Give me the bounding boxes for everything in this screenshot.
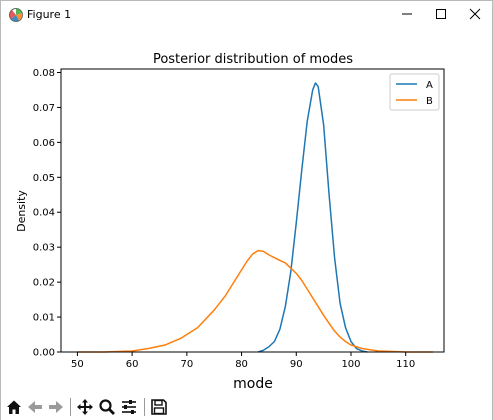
- x-tick-label: 110: [396, 359, 415, 370]
- save-icon: [151, 399, 167, 415]
- legend-box: [389, 73, 440, 111]
- minimize-icon: [402, 13, 412, 15]
- home-icon: [7, 400, 21, 414]
- x-tick-label: 80: [235, 359, 248, 370]
- pan-icon: [77, 399, 93, 415]
- y-tick-label: 0.02: [33, 278, 55, 289]
- legend-label-a: A: [426, 80, 433, 91]
- toolbar-separator: [144, 398, 145, 416]
- close-button[interactable]: [458, 1, 492, 27]
- toolbar-separator: [70, 398, 71, 416]
- pan-button[interactable]: [75, 397, 95, 417]
- maximize-button[interactable]: [424, 1, 458, 27]
- y-tick-label: 0.07: [33, 103, 55, 114]
- y-tick-label: 0.01: [33, 313, 55, 324]
- y-tick-label: 0.04: [33, 208, 55, 219]
- title-bar[interactable]: Figure 1: [1, 1, 492, 31]
- save-button[interactable]: [149, 397, 169, 417]
- chart-title: Posterior distribution of modes: [153, 52, 353, 67]
- configure-subplots-icon: [122, 400, 136, 414]
- plot-frame: [60, 68, 445, 353]
- legend-label-b: B: [426, 96, 433, 107]
- y-axis: 0.00 0.01 0.02 0.03 0.04 0.05 0.06 0.07 0.08: [33, 68, 61, 359]
- y-axis-label: Density: [15, 190, 28, 232]
- series-line-a: [257, 82, 368, 353]
- x-axis-label: mode: [233, 376, 273, 392]
- y-tick-label: 0.03: [33, 243, 55, 254]
- forward-arrow-icon: [49, 401, 63, 413]
- x-tick-label: 100: [341, 359, 360, 370]
- x-tick-label: 90: [290, 359, 303, 370]
- legend: AB: [389, 73, 440, 111]
- density-chart: Posterior distribution of modes 50 60 70 80…: [15, 52, 445, 392]
- y-tick-label: 0.05: [33, 173, 55, 184]
- plot-lines: [77, 82, 434, 353]
- maximize-icon: [436, 9, 446, 19]
- navigation-toolbar: [1, 394, 492, 420]
- close-icon: [469, 8, 481, 20]
- x-tick-label: 70: [180, 359, 193, 370]
- series-line-b: [77, 249, 434, 353]
- back-arrow-icon: [28, 401, 42, 413]
- y-tick-label: 0.06: [33, 138, 55, 149]
- window-title: Figure 1: [27, 8, 72, 21]
- forward-button[interactable]: [46, 397, 66, 417]
- x-axis: 50 60 70 80 90 100 110: [71, 352, 415, 370]
- configure-subplots-button[interactable]: [119, 397, 139, 417]
- figure-canvas[interactable]: Posterior distribution of modes 50 60 70 80…: [1, 31, 492, 394]
- home-button[interactable]: [4, 397, 24, 417]
- back-button[interactable]: [25, 397, 45, 417]
- zoom-button[interactable]: [97, 397, 117, 417]
- x-tick-label: 50: [71, 359, 84, 370]
- minimize-button[interactable]: [390, 1, 424, 27]
- y-tick-label: 0.08: [33, 68, 55, 79]
- matplotlib-logo-icon: [9, 8, 23, 22]
- x-tick-label: 60: [126, 359, 139, 370]
- y-tick-label: 0.00: [33, 348, 55, 359]
- zoom-icon: [99, 399, 115, 415]
